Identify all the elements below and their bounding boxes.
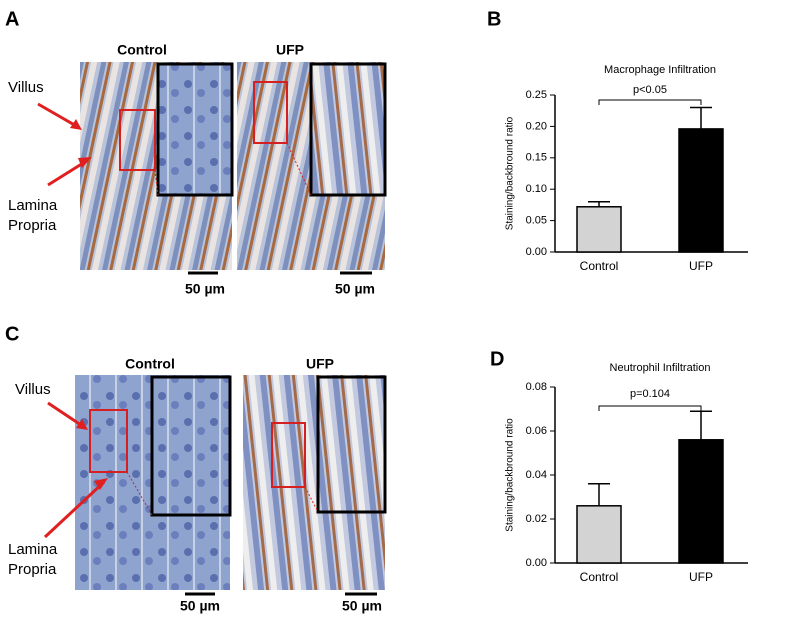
arrowhead (78, 157, 92, 168)
y-tick-label: 0.10 (526, 183, 547, 195)
zoom-box (89, 409, 128, 473)
significance-bracket (598, 99, 702, 105)
condition-label: Control (125, 356, 175, 372)
annotation: Lamina Propria (8, 541, 58, 578)
panel-label: D (490, 348, 504, 370)
panel-label: B (487, 8, 501, 30)
zoom-box (271, 422, 306, 488)
inset (150, 375, 232, 517)
zoom-line (286, 142, 312, 196)
inset (309, 62, 387, 197)
zoom-line (126, 471, 153, 516)
y-tick-label: 0.25 (526, 89, 547, 101)
zoom-line (154, 169, 159, 196)
y-axis-label: Staining/backbround ratio (505, 418, 516, 532)
annotation: Villus (8, 79, 44, 96)
panel-label: C (5, 323, 19, 345)
y-tick-label: 0.06 (526, 425, 547, 437)
y-tick-label: 0.20 (526, 120, 547, 132)
condition-label: UFP (306, 356, 334, 372)
y-tick-label: 0.08 (526, 381, 547, 393)
annotation: Villus (15, 381, 51, 398)
arrow (37, 102, 79, 129)
x-tick-label: UFP (689, 259, 713, 273)
condition-label: Control (117, 42, 167, 58)
panel-label: A (5, 8, 19, 30)
y-tick-label: 0.05 (526, 215, 547, 227)
zoom-box (119, 109, 156, 171)
x-tick-label: UFP (689, 570, 713, 584)
zoom-box (253, 81, 288, 144)
condition-label: UFP (276, 42, 304, 58)
significance-label: p<0.05 (633, 84, 667, 96)
scale-label: 50 µm (180, 598, 220, 614)
arrow (47, 401, 85, 429)
arrowhead (76, 419, 88, 430)
scale-label: 50 µm (335, 281, 375, 297)
bar (576, 505, 622, 564)
y-tick-label: 0.15 (526, 152, 547, 164)
scale-label: 50 µm (342, 598, 382, 614)
y-axis-label: Staining/backbround ratio (505, 116, 516, 230)
arrow (43, 480, 106, 539)
inset (316, 375, 387, 514)
y-tick-label: 0.00 (526, 557, 547, 569)
chart-title: Macrophage Infiltration (604, 64, 716, 76)
bar (678, 128, 724, 253)
significance-label: p=0.104 (630, 388, 670, 400)
x-tick-label: Control (580, 259, 619, 273)
micrograph-group: Control UFP 50 µm 50 µm Villus (8, 42, 387, 297)
arrowhead (70, 119, 82, 130)
chart-title: Neutrophil Infiltration (610, 362, 711, 374)
y-tick-label: 0.04 (526, 469, 547, 481)
y-tick-label: 0.00 (526, 246, 547, 258)
y-tick-label: 0.02 (526, 513, 547, 525)
inset (156, 62, 234, 197)
bar (678, 439, 724, 564)
scale-label: 50 µm (185, 281, 225, 297)
micrograph-group: Control UFP 50 µm 50 µm Villus (15, 356, 387, 614)
annotation: Lamina Propria (8, 197, 58, 234)
arrowhead (94, 478, 108, 490)
zoom-line (304, 486, 319, 513)
x-tick-label: Control (580, 570, 619, 584)
significance-bracket (598, 405, 702, 411)
bar (576, 206, 622, 253)
